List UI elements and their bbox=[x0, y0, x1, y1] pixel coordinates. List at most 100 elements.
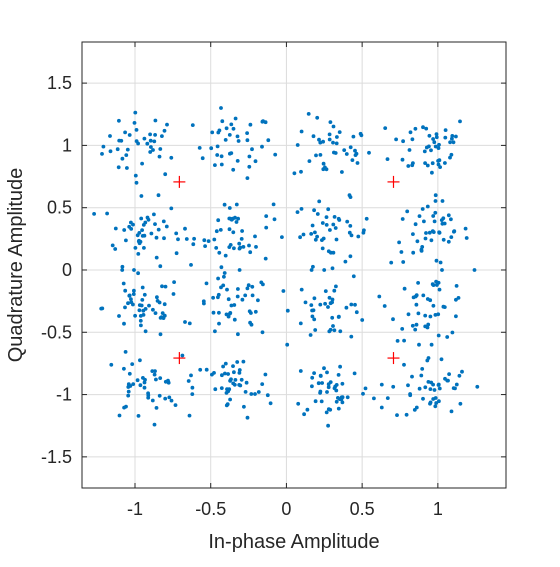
data-point bbox=[127, 224, 132, 229]
data-point bbox=[126, 389, 131, 394]
data-point bbox=[248, 122, 253, 127]
data-point bbox=[137, 303, 142, 307]
data-point bbox=[344, 305, 349, 310]
data-point bbox=[298, 369, 303, 373]
data-point bbox=[312, 317, 317, 322]
data-point bbox=[224, 126, 229, 131]
data-point bbox=[260, 144, 264, 149]
data-point bbox=[247, 243, 251, 248]
data-point bbox=[132, 121, 137, 125]
data-point bbox=[285, 308, 290, 313]
data-point bbox=[430, 170, 434, 175]
data-point bbox=[413, 327, 418, 332]
data-point bbox=[349, 233, 354, 238]
data-point bbox=[420, 207, 425, 211]
data-point bbox=[127, 293, 132, 298]
data-point bbox=[237, 371, 242, 375]
data-point bbox=[307, 159, 312, 164]
data-point bbox=[153, 222, 157, 227]
data-point bbox=[320, 246, 325, 251]
data-point bbox=[312, 208, 316, 213]
data-point bbox=[222, 271, 227, 275]
data-point bbox=[350, 158, 355, 163]
data-point bbox=[131, 382, 136, 386]
data-point bbox=[336, 373, 341, 377]
data-point bbox=[410, 163, 415, 168]
data-point bbox=[223, 371, 227, 376]
data-point bbox=[222, 274, 226, 279]
data-point bbox=[223, 361, 228, 366]
data-point bbox=[408, 393, 413, 398]
data-point bbox=[250, 147, 254, 152]
data-point bbox=[236, 332, 240, 337]
data-point bbox=[237, 241, 242, 246]
data-point bbox=[437, 287, 442, 292]
data-point bbox=[331, 222, 336, 227]
data-point bbox=[400, 157, 405, 162]
data-point bbox=[323, 289, 328, 293]
data-point bbox=[310, 314, 315, 319]
data-point bbox=[419, 373, 424, 378]
data-point bbox=[449, 152, 454, 157]
data-point bbox=[122, 366, 126, 371]
data-point bbox=[433, 193, 438, 198]
data-point bbox=[301, 232, 306, 237]
data-point bbox=[458, 401, 463, 406]
data-point bbox=[463, 226, 468, 231]
data-point bbox=[153, 369, 157, 373]
data-point bbox=[250, 293, 255, 298]
data-point bbox=[454, 382, 459, 387]
data-point bbox=[154, 235, 159, 240]
data-point bbox=[130, 362, 135, 366]
data-point bbox=[391, 384, 396, 389]
data-point bbox=[142, 292, 147, 297]
data-point bbox=[136, 271, 141, 276]
data-point bbox=[285, 342, 290, 347]
data-point bbox=[425, 163, 430, 168]
data-point bbox=[161, 316, 166, 320]
data-point bbox=[158, 147, 163, 151]
data-point bbox=[129, 220, 133, 225]
data-point bbox=[433, 210, 438, 215]
data-point bbox=[261, 282, 265, 287]
data-point bbox=[447, 372, 451, 376]
data-point bbox=[127, 133, 132, 137]
data-point bbox=[231, 364, 235, 368]
data-point bbox=[454, 314, 458, 319]
x-tick-label: 0.5 bbox=[350, 499, 375, 519]
data-point bbox=[169, 155, 174, 160]
data-point bbox=[123, 288, 128, 293]
data-point bbox=[331, 140, 335, 145]
data-point bbox=[326, 249, 331, 254]
data-point bbox=[163, 396, 168, 401]
data-point bbox=[319, 399, 324, 404]
data-point bbox=[164, 224, 169, 229]
data-point bbox=[264, 225, 269, 230]
data-point bbox=[206, 239, 211, 244]
data-point bbox=[117, 118, 121, 123]
data-point bbox=[158, 376, 163, 380]
data-point bbox=[427, 133, 432, 138]
data-point bbox=[356, 234, 361, 239]
y-tick-label: 0.5 bbox=[47, 198, 72, 218]
data-points bbox=[92, 106, 480, 428]
data-point bbox=[419, 249, 424, 253]
data-point bbox=[421, 396, 425, 401]
data-point bbox=[235, 159, 240, 163]
data-point bbox=[110, 243, 115, 248]
data-point bbox=[309, 303, 314, 307]
data-point bbox=[426, 380, 431, 384]
data-point bbox=[126, 393, 131, 398]
data-point bbox=[211, 310, 216, 315]
data-point bbox=[243, 293, 248, 298]
data-point bbox=[417, 386, 422, 391]
data-point bbox=[213, 329, 217, 334]
data-point bbox=[410, 374, 414, 379]
data-point bbox=[249, 322, 254, 327]
ticks: -1 -0.5 0 0.5 1 -1.5 -1 -0.5 0 0.5 1 1.5 bbox=[41, 42, 506, 519]
data-point bbox=[454, 284, 459, 288]
data-point bbox=[122, 405, 126, 410]
data-point bbox=[439, 357, 444, 362]
data-point bbox=[140, 285, 145, 290]
